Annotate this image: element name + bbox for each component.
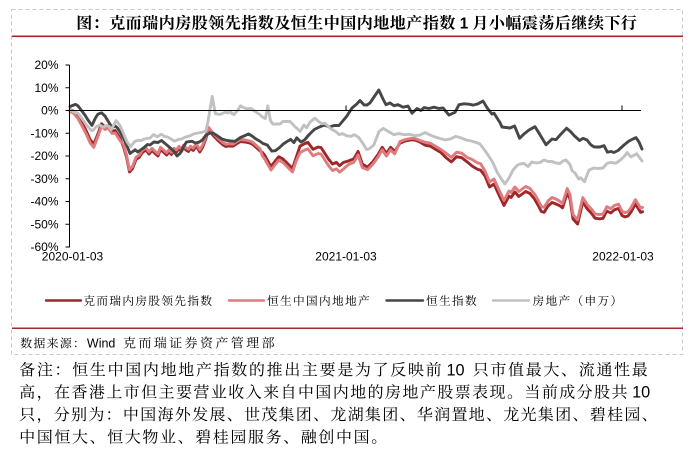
svg-text:-40%: -40% bbox=[30, 195, 58, 209]
svg-text:-30%: -30% bbox=[30, 172, 58, 186]
svg-text:10: 10 bbox=[447, 361, 465, 379]
svg-text:2020-01-03: 2020-01-03 bbox=[42, 250, 104, 264]
svg-text:-10%: -10% bbox=[30, 126, 58, 140]
svg-text:0%: 0% bbox=[41, 104, 59, 118]
svg-text:2022-01-03: 2022-01-03 bbox=[592, 250, 654, 264]
svg-text:-60%: -60% bbox=[30, 240, 58, 254]
svg-text:-50%: -50% bbox=[30, 217, 58, 231]
svg-text:Wind: Wind bbox=[87, 337, 116, 351]
svg-text:10: 10 bbox=[632, 384, 650, 402]
svg-text:-20%: -20% bbox=[30, 149, 58, 163]
svg-text:10%: 10% bbox=[34, 81, 58, 95]
svg-text:1: 1 bbox=[460, 16, 469, 33]
svg-text:2021-01-03: 2021-01-03 bbox=[315, 250, 377, 264]
svg-text:20%: 20% bbox=[34, 58, 58, 72]
